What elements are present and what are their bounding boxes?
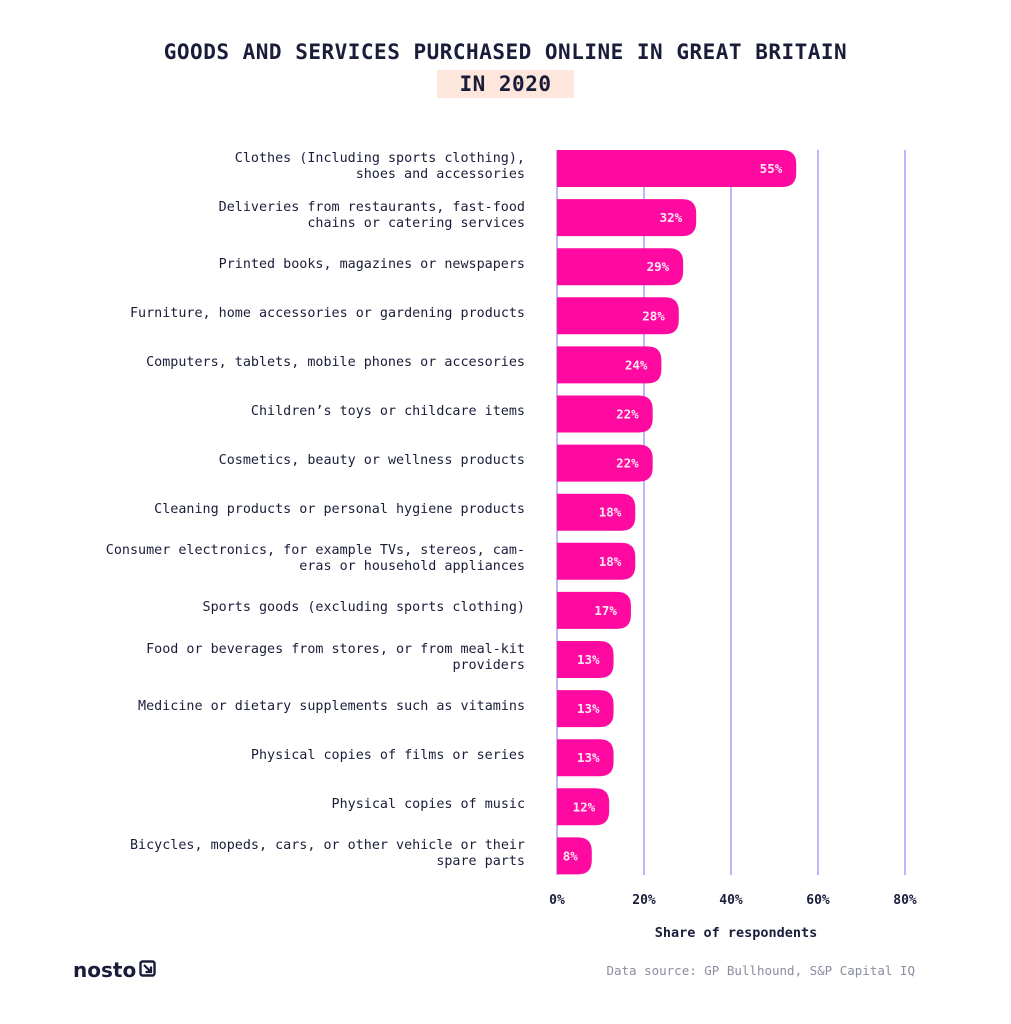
category-label-line: Printed books, magazines or newspapers	[218, 256, 525, 272]
bar-7	[557, 493, 636, 531]
category-label-line: shoes and accessories	[355, 166, 525, 182]
bar-value-label-2: 29%	[647, 259, 670, 274]
category-label-line: providers	[452, 657, 525, 673]
bar-14	[557, 837, 592, 875]
category-label-line: Consumer electronics, for example TVs, s…	[105, 543, 525, 559]
category-label-line: Cosmetics, beauty or wellness products	[218, 453, 525, 469]
bar-value-label-10: 13%	[577, 652, 600, 667]
category-label-line: Food or beverages from stores, or from m…	[146, 641, 525, 657]
bar-value-label-1: 32%	[660, 210, 683, 225]
x-tick-label-1: 20%	[632, 893, 656, 908]
category-label-6: Cosmetics, beauty or wellness products	[65, 453, 525, 469]
category-label-8: Consumer electronics, for example TVs, s…	[65, 543, 525, 575]
data-source: Data source: GP Bullhound, S&P Capital I…	[606, 963, 915, 978]
category-label-13: Physical copies of music	[65, 797, 525, 813]
x-tick-label-4: 80%	[893, 893, 917, 908]
x-tick-label-2: 40%	[719, 893, 743, 908]
bar-1	[557, 199, 697, 237]
category-label-2: Printed books, magazines or newspapers	[65, 257, 525, 273]
category-label-line: Cleaning products or personal hygiene pr…	[154, 502, 525, 518]
x-tick-label-3: 60%	[806, 893, 830, 908]
bar-11	[557, 690, 614, 728]
bar-value-label-4: 24%	[625, 357, 648, 372]
bar-value-label-13: 12%	[573, 799, 596, 814]
bar-8	[557, 542, 636, 580]
category-label-0: Clothes (Including sports clothing), shoe…	[65, 151, 525, 183]
bar-9	[557, 591, 631, 629]
category-label-12: Physical copies of films or series	[65, 748, 525, 764]
category-label-line: eras or household appliances	[299, 559, 525, 575]
category-label-line: Physical copies of music	[331, 796, 525, 812]
category-label-line: Bicycles, mopeds, cars, or other vehicle…	[129, 837, 525, 853]
category-label-10: Food or beverages from stores, or from m…	[65, 642, 525, 674]
category-label-4: Computers, tablets, mobile phones or acc…	[65, 355, 525, 371]
bar-value-label-0: 55%	[760, 161, 783, 176]
logo-text: nosto	[73, 958, 137, 982]
bar-value-label-9: 17%	[594, 603, 617, 618]
bar-4	[557, 346, 662, 384]
category-label-line: Sports goods (excluding sports clothing)	[202, 600, 525, 616]
bar-value-label-14: 8%	[563, 848, 579, 863]
bar-13	[557, 788, 610, 826]
bar-0	[557, 150, 797, 187]
arrow-box-icon	[139, 958, 156, 982]
category-label-11: Medicine or dietary supplements such as …	[65, 699, 525, 715]
bar-value-label-11: 13%	[577, 701, 600, 716]
category-label-line: Children’s toys or childcare items	[250, 404, 525, 419]
category-label-7: Cleaning products or personal hygiene pr…	[65, 502, 525, 518]
nosto-logo: nosto	[73, 958, 156, 982]
x-axis-label: Share of respondents	[654, 925, 818, 941]
bar-value-label-3: 28%	[642, 308, 665, 323]
bar-12	[557, 739, 614, 777]
category-label-5: Children’s toys or childcare items	[65, 404, 525, 420]
category-label-line: Clothes (Including sports clothing),	[234, 150, 525, 166]
category-label-line: spare parts	[436, 853, 525, 869]
bar-3	[557, 297, 679, 335]
bar-value-label-8: 18%	[599, 554, 622, 569]
category-label-line: Furniture, home accessories or gardening…	[129, 305, 525, 321]
category-label-1: Deliveries from restaurants, fast-food ch…	[65, 200, 525, 232]
bar-value-label-7: 18%	[599, 505, 622, 520]
category-label-line: Physical copies of films or series	[250, 747, 525, 763]
bar-10	[557, 641, 614, 678]
chart-title-line-1: GOODS AND SERVICES PURCHASED ONLINE IN G…	[163, 40, 848, 64]
category-label-14: Bicycles, mopeds, cars, or other vehicle…	[65, 838, 525, 870]
bar-2	[557, 248, 684, 286]
category-label-line: Deliveries from restaurants, fast-food	[218, 199, 525, 215]
category-label-3: Furniture, home accessories or gardening…	[65, 306, 525, 322]
category-label-line: chains or catering services	[307, 215, 525, 231]
bar-6	[557, 444, 653, 482]
bar-value-label-5: 22%	[616, 407, 639, 422]
bar-value-label-6: 22%	[616, 456, 639, 471]
x-tick-label-0: 0%	[549, 893, 565, 908]
category-label-9: Sports goods (excluding sports clothing)	[65, 600, 525, 616]
chart-title-line-2: IN 2020	[0, 70, 1011, 98]
category-label-line: Computers, tablets, mobile phones or acc…	[146, 354, 525, 370]
bar-5	[557, 395, 653, 433]
bar-value-label-12: 13%	[577, 750, 600, 765]
category-label-line: Medicine or dietary supplements such as …	[138, 698, 525, 714]
chart-title-highlight: IN 2020	[437, 70, 574, 98]
